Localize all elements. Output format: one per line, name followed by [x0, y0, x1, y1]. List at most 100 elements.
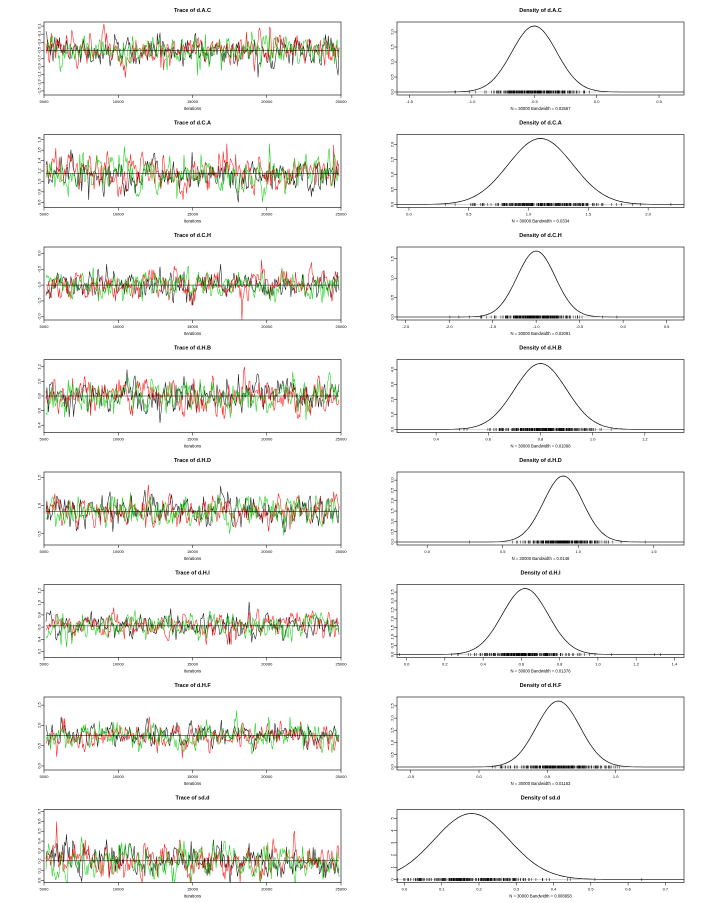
- density-x-tick-label: 1.0: [575, 549, 581, 554]
- trace-x-tick-label: 15000: [187, 774, 199, 779]
- density-x-tick-label: 0.0: [402, 887, 408, 892]
- density-y-tick-label: 0.0: [389, 538, 394, 544]
- density-frame: [396, 134, 685, 208]
- density-y-tick-label: 3.5: [389, 589, 394, 595]
- density-frame: [396, 471, 685, 546]
- panel-row-1: Trace of d.A.C 5000 10000 15000 20000 25000 0.…: [36, 8, 685, 111]
- density-x-tick-label: 0.6: [486, 437, 492, 442]
- trace-title: Trace of d.H.D: [174, 458, 211, 464]
- panel-row-4: Trace of d.H.B 5000 10000 15000 20000 25000 1.…: [36, 346, 685, 449]
- density-y-tick-label: 1.0: [389, 633, 394, 639]
- trace-y-tick-label: 1.0: [36, 178, 41, 184]
- density-x-tick-label: 0.8: [557, 662, 563, 667]
- density-y-tick-label: 1: [389, 865, 394, 868]
- trace-x-tick-label: 10000: [113, 324, 125, 329]
- density-x-tick-label: 0.4: [551, 887, 557, 892]
- density-x-tick-label: 1.0: [590, 437, 596, 442]
- density-x-tick-label: 1.4: [672, 662, 678, 667]
- density-x-tick-label: 0.7: [663, 887, 669, 892]
- trace-y-tick-label: 1.0: [36, 502, 41, 508]
- panel-row-8: Trace of sd.d 5000 10000 15000 20000 25000 0.7…: [36, 796, 685, 899]
- trace-y-tick-label: 0.0: [36, 250, 41, 256]
- density-title: Density of d.H.I: [520, 571, 561, 577]
- density-y-tick-label: 2.5: [389, 606, 394, 612]
- density-y-tick-label: 2: [389, 853, 394, 856]
- density-y-tick-label: 2.0: [389, 396, 394, 402]
- density-rug: [459, 428, 612, 431]
- density-y-tick-label: 3.0: [389, 381, 394, 387]
- trace-y-tick-label: 0.6: [36, 818, 41, 824]
- density-y-tick-label: 0.0: [389, 88, 394, 94]
- trace-y-tick-label: 0.4: [36, 838, 41, 844]
- density-x-tick-label: 0.3: [513, 887, 519, 892]
- trace-x-tick-label: 10000: [113, 212, 125, 217]
- trace-chain-3: [45, 610, 340, 648]
- trace-y-tick-label: 0.6: [36, 199, 41, 205]
- trace-x-tick-label: 5000: [40, 549, 50, 554]
- density-x-tick-label: 0.5: [466, 212, 472, 217]
- density-curve: [397, 138, 684, 205]
- trace-y-tick-label: 1.2: [36, 587, 41, 593]
- density-rug: [399, 653, 661, 656]
- trace-x-tick-label: 10000: [113, 549, 125, 554]
- trace-y-tick-label: 1.4: [36, 157, 41, 163]
- density-plot: Density of d.C.H -2.5 -2.0 -1.5 -1.0 -0.5 0.0 0…: [389, 233, 685, 336]
- trace-x-tick-label: 25000: [335, 887, 347, 892]
- trace-x-tick-label: 10000: [113, 437, 125, 442]
- density-y-tick-label: 1.0: [389, 58, 394, 64]
- trace-chain-2: [45, 484, 340, 532]
- trace-x-tick-label: 15000: [187, 662, 199, 667]
- density-x-tick-label: 1.0: [595, 662, 601, 667]
- trace-plot: Trace of d.H.F 5000 10000 15000 20000 25000 1.…: [36, 683, 347, 786]
- density-x-axis-label: N = 30000 Bandwidth = 0.0148: [512, 556, 570, 561]
- trace-y-tick-label: 1.0: [36, 378, 41, 384]
- trace-x-tick-label: 10000: [113, 774, 125, 779]
- density-y-tick-label: 0.0: [389, 201, 394, 207]
- trace-y-tick-label: -0.9: [36, 62, 41, 70]
- trace-x-tick-label: 20000: [261, 324, 273, 329]
- density-rug: [445, 203, 672, 206]
- trace-x-tick-label: 5000: [40, 212, 50, 217]
- density-x-tick-label: -1.0: [468, 99, 476, 104]
- trace-y-tick-label: 1.0: [36, 599, 41, 605]
- trace-x-tick-label: 25000: [335, 662, 347, 667]
- density-title: Density of d.A.C: [519, 8, 562, 14]
- density-x-tick-label: 0.5: [500, 549, 506, 554]
- trace-x-axis-label: Iterations: [184, 781, 201, 786]
- density-frame: [396, 584, 685, 658]
- density-rug: [492, 765, 620, 769]
- density-curve: [397, 475, 684, 543]
- density-rug: [397, 878, 643, 881]
- panel-row-2: Trace of d.C.A 5000 10000 15000 20000 25000 1.…: [36, 121, 685, 224]
- trace-chain-2: [45, 143, 340, 200]
- trace-plot: Trace of d.H.B 5000 10000 15000 20000 25000 1.…: [36, 346, 347, 449]
- density-title: Density of sd.d: [521, 796, 560, 802]
- trace-title: Trace of sd.d: [176, 796, 210, 802]
- trace-y-tick-label: 0.4: [36, 422, 41, 428]
- density-x-tick-label: 1.0: [613, 774, 619, 779]
- trace-title: Trace of d.C.H: [174, 233, 211, 239]
- trace-y-tick-label: 0.2: [36, 648, 41, 654]
- density-y-tick-label: 3.0: [389, 597, 394, 603]
- density-x-axis-label: N = 30000 Bandwidth = 0.01163: [511, 781, 571, 786]
- density-y-tick-label: 1.5: [389, 43, 394, 49]
- density-x-tick-label: 0.6: [519, 662, 525, 667]
- trace-x-tick-label: 15000: [187, 99, 199, 104]
- trace-y-tick-label: -0.5: [36, 265, 41, 273]
- trace-x-tick-label: 5000: [40, 887, 50, 892]
- trace-x-tick-label: 20000: [261, 99, 273, 104]
- trace-x-tick-label: 5000: [40, 662, 50, 667]
- density-y-tick-label: 1.0: [389, 739, 394, 745]
- density-plot: Density of d.H.I 0.0 0.2 0.4 0.6 0.8 1.0 1.2 1.4…: [389, 571, 685, 674]
- density-title: Density of d.H.F: [520, 683, 563, 689]
- trace-x-axis-label: Iterations: [184, 444, 201, 449]
- trace-chain-2: [45, 607, 340, 645]
- density-title: Density of d.H.B: [519, 346, 562, 352]
- density-y-tick-label: 0.0: [389, 763, 394, 769]
- trace-x-tick-label: 20000: [261, 887, 273, 892]
- density-x-tick-label: 0.0: [620, 324, 626, 329]
- trace-plot: Trace of d.C.H 5000 10000 15000 20000 25000 0.…: [36, 233, 347, 336]
- trace-x-axis-label: Iterations: [184, 894, 201, 899]
- density-x-axis-label: N = 30000 Bandwidth = 0.02567: [510, 106, 571, 111]
